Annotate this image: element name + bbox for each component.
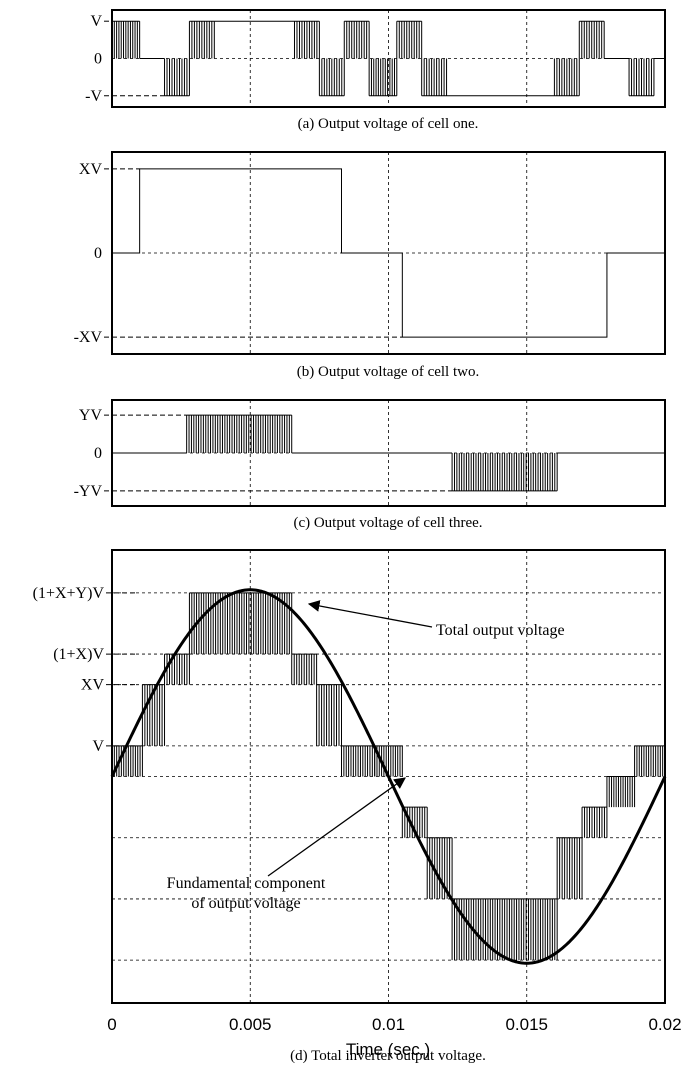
pwm-block-2 — [164, 653, 190, 685]
pwm-block-8 — [368, 58, 398, 97]
panel-caption: (b) Output voltage of cell two. — [297, 364, 479, 380]
pwm-block-2 — [164, 58, 190, 97]
pwm-block-9 — [396, 20, 423, 59]
pwm-block-6 — [341, 745, 376, 777]
xtick-label-1: 0.005 — [229, 1015, 272, 1034]
pwm-block-3 — [188, 20, 215, 59]
pwm-block-6 — [318, 58, 345, 97]
pwm-block-10 — [451, 898, 558, 961]
ytick-label-0: V — [90, 13, 102, 30]
pwm-block-15 — [628, 58, 655, 97]
xtick-label-4: 0.02 — [648, 1015, 681, 1034]
annotation-arrow-fundamental — [267, 777, 406, 877]
pwm-block-5 — [293, 20, 320, 59]
annotation-total-output: Total output voltage — [436, 622, 565, 639]
pwm-block-12 — [581, 806, 608, 838]
pwm-block-12 — [553, 58, 580, 97]
pwm-block-13 — [578, 20, 605, 59]
annotation-fundamental-line2: of output voltage — [191, 895, 300, 912]
pwm-block-13 — [606, 776, 636, 808]
pwm-block-1 — [186, 414, 293, 453]
panel-a-cell-one: V 0 -V (a) Output voltage of cell one. — [85, 9, 666, 132]
waveform-trace — [112, 168, 665, 338]
ytick-label-0: XV — [79, 161, 103, 178]
panel-c-cell-three: YV 0 -YV (c) Output voltage of cell three. — [74, 399, 666, 531]
pwm-block-7 — [343, 20, 370, 59]
ytick-label-0: YV — [79, 407, 103, 424]
pwm-block-0 — [111, 745, 143, 777]
ytick-label-2: -XV — [74, 329, 103, 346]
pwm-block-0 — [111, 20, 141, 59]
ytick-label-1: 0 — [94, 245, 102, 262]
ytick-label-1: (1+X)V — [53, 646, 104, 663]
fundamental-sine-line — [110, 588, 667, 965]
x-axis-label: Time (sec.) — [346, 1040, 430, 1059]
panel-caption: (a) Output voltage of cell one. — [298, 116, 479, 132]
annotation-fundamental-line1: Fundamental component — [167, 875, 326, 892]
pwm-block-5 — [316, 684, 342, 746]
ytick-label-0: (1+X+Y)V — [33, 585, 105, 602]
panel-caption: (c) Output voltage of cell three. — [293, 515, 482, 531]
panel-caption: (d) Total inverter output voltage. — [290, 1048, 486, 1064]
pwm-block-3 — [188, 592, 293, 655]
ytick-label-2: XV — [81, 677, 105, 694]
pwm-block-7 — [374, 745, 403, 777]
xtick-label-3: 0.015 — [505, 1015, 548, 1034]
xtick-label-2: 0.01 — [372, 1015, 405, 1034]
pwm-block-4 — [291, 653, 318, 685]
pwm-block-3 — [451, 453, 558, 492]
pwm-block-11 — [556, 837, 583, 899]
panel-b-cell-two: XV 0 -XV (b) Output voltage of cell two. — [74, 151, 666, 380]
ytick-label-3: V — [92, 738, 104, 755]
ytick-label-1: 0 — [94, 51, 102, 68]
xtick-label-0: 0 — [107, 1015, 116, 1034]
annotation-arrow-total — [307, 600, 433, 628]
panel-d-total-output: (1+X+Y)V (1+X)V XV V 0 0.005 0.01 0.015 0.02 Time… — [33, 549, 682, 1064]
pwm-block-10 — [421, 58, 448, 97]
ytick-label-2: -YV — [74, 483, 103, 500]
pwm-block-14 — [634, 745, 666, 777]
ytick-label-1: 0 — [94, 445, 102, 462]
pwm-block-8 — [401, 806, 428, 838]
ytick-label-2: -V — [85, 88, 102, 105]
pwm-block-9 — [426, 837, 453, 899]
